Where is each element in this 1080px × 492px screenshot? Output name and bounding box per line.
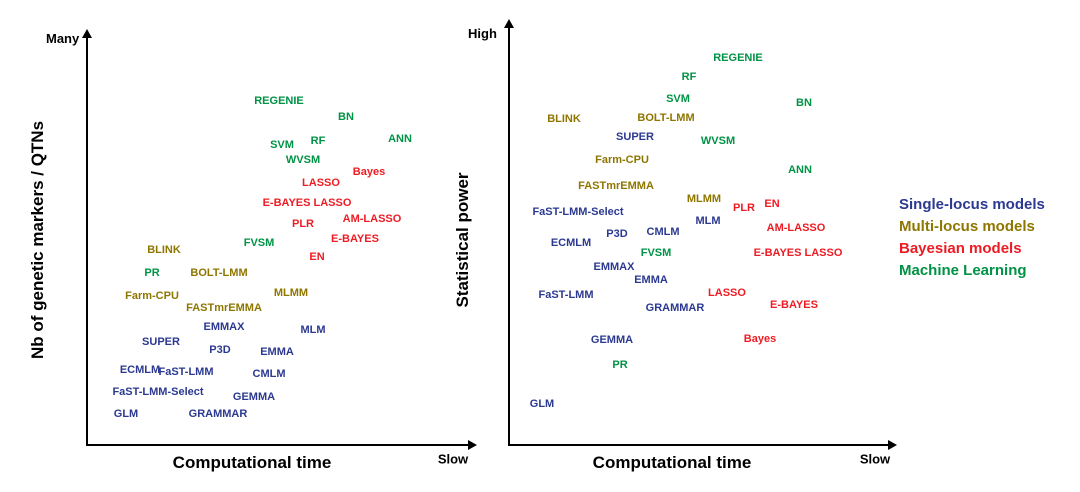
y-axis-arrow bbox=[82, 29, 92, 38]
model-label-bolt-lmm: BOLT-LMM bbox=[190, 267, 248, 279]
model-label-pr: PR bbox=[144, 267, 160, 279]
model-label-am-lasso: AM-LASSO bbox=[342, 213, 402, 225]
model-label-e-bayes-lasso: E-BAYES LASSO bbox=[262, 197, 352, 209]
model-label-ann: ANN bbox=[388, 133, 412, 145]
model-label-lasso: LASSO bbox=[708, 287, 746, 299]
model-label-bayes: Bayes bbox=[743, 333, 777, 345]
model-label-farm-cpu: Farm-CPU bbox=[595, 154, 649, 166]
model-label-rf: RF bbox=[310, 135, 326, 147]
model-label-fast-lmm: FaST-LMM bbox=[538, 289, 594, 301]
model-label-ecmlm: ECMLM bbox=[550, 237, 592, 249]
model-label-cmlm: CMLM bbox=[252, 368, 286, 380]
x-axis bbox=[86, 444, 468, 446]
legend-item-bayesian-models: Bayesian models bbox=[899, 240, 1022, 257]
model-label-glm: GLM bbox=[113, 408, 139, 420]
y-axis-arrow bbox=[504, 19, 514, 28]
model-label-grammar: GRAMMAR bbox=[188, 408, 248, 420]
x-axis-title: Computational time bbox=[172, 453, 332, 472]
x-end-label: Slow bbox=[437, 451, 469, 467]
model-label-super: SUPER bbox=[616, 131, 654, 143]
model-label-p3d: P3D bbox=[209, 344, 231, 356]
model-label-mlmm: MLMM bbox=[273, 287, 309, 299]
model-label-plr: PLR bbox=[733, 202, 755, 214]
model-label-emmax: EMMAX bbox=[593, 261, 635, 273]
model-label-blink: BLINK bbox=[147, 244, 181, 256]
legend-item-multi-locus-models: Multi-locus models bbox=[899, 218, 1035, 235]
model-label-regenie: REGENIE bbox=[713, 52, 763, 64]
model-label-fastmremma: FASTmrEMMA bbox=[186, 302, 262, 314]
model-label-p3d: P3D bbox=[606, 228, 628, 240]
model-label-emma: EMMA bbox=[260, 346, 294, 358]
model-label-ann: ANN bbox=[788, 164, 812, 176]
model-label-en: EN bbox=[309, 251, 325, 263]
model-label-svm: SVM bbox=[666, 93, 690, 105]
y-top-label: High bbox=[468, 26, 497, 41]
y-axis bbox=[508, 26, 510, 446]
model-label-plr: PLR bbox=[292, 218, 314, 230]
x-axis-title: Computational time bbox=[592, 453, 752, 472]
model-label-rf: RF bbox=[681, 71, 697, 83]
model-label-gemma: GEMMA bbox=[232, 391, 276, 403]
model-label-fvsm: FVSM bbox=[640, 247, 672, 259]
x-axis-arrow bbox=[888, 440, 897, 450]
legend: Single-locus models Multi-locus models B… bbox=[899, 194, 1045, 282]
model-label-gemma: GEMMA bbox=[590, 334, 634, 346]
x-axis bbox=[508, 444, 888, 446]
model-label-mlmm: MLMM bbox=[686, 193, 722, 205]
model-label-svm: SVM bbox=[270, 139, 294, 151]
model-label-cmlm: CMLM bbox=[646, 226, 680, 238]
legend-item-single-locus-models: Single-locus models bbox=[899, 196, 1045, 213]
model-label-pr: PR bbox=[612, 359, 628, 371]
model-label-bayes: Bayes bbox=[352, 166, 386, 178]
model-label-regenie: REGENIE bbox=[254, 95, 304, 107]
model-label-fast-lmm: FaST-LMM bbox=[158, 366, 214, 378]
y-top-label: Many bbox=[46, 31, 80, 46]
model-label-am-lasso: AM-LASSO bbox=[766, 222, 826, 234]
model-label-fastmremma: FASTmrEMMA bbox=[578, 180, 654, 192]
model-label-blink: BLINK bbox=[547, 113, 581, 125]
model-label-e-bayes-lasso: E-BAYES LASSO bbox=[753, 247, 843, 259]
model-label-e-bayes: E-BAYES bbox=[331, 233, 379, 245]
model-label-grammar: GRAMMAR bbox=[645, 302, 705, 314]
model-label-emmax: EMMAX bbox=[203, 321, 245, 333]
model-label-farm-cpu: Farm-CPU bbox=[125, 290, 179, 302]
model-label-fast-lmm-select: FaST-LMM-Select bbox=[112, 386, 204, 398]
model-label-fast-lmm-select: FaST-LMM-Select bbox=[532, 206, 624, 218]
x-axis-arrow bbox=[468, 440, 477, 450]
model-label-ecmlm: ECMLM bbox=[119, 364, 161, 376]
model-label-en: EN bbox=[764, 198, 780, 210]
model-label-wvsm: WVSM bbox=[700, 135, 736, 147]
y-axis bbox=[86, 36, 88, 446]
legend-item-machine-learning: Machine Learning bbox=[899, 262, 1027, 279]
model-label-emma: EMMA bbox=[634, 274, 668, 286]
model-label-glm: GLM bbox=[529, 398, 555, 410]
model-label-mlm: MLM bbox=[300, 324, 326, 336]
model-label-super: SUPER bbox=[142, 336, 180, 348]
model-label-wvsm: WVSM bbox=[285, 154, 321, 166]
x-end-label: Slow bbox=[859, 451, 891, 467]
model-label-fvsm: FVSM bbox=[243, 237, 275, 249]
model-label-bn: BN bbox=[338, 111, 354, 123]
model-label-bn: BN bbox=[796, 97, 812, 109]
model-label-mlm: MLM bbox=[695, 215, 721, 227]
model-label-bolt-lmm: BOLT-LMM bbox=[637, 112, 695, 124]
model-label-lasso: LASSO bbox=[302, 177, 340, 189]
model-label-e-bayes: E-BAYES bbox=[770, 299, 818, 311]
